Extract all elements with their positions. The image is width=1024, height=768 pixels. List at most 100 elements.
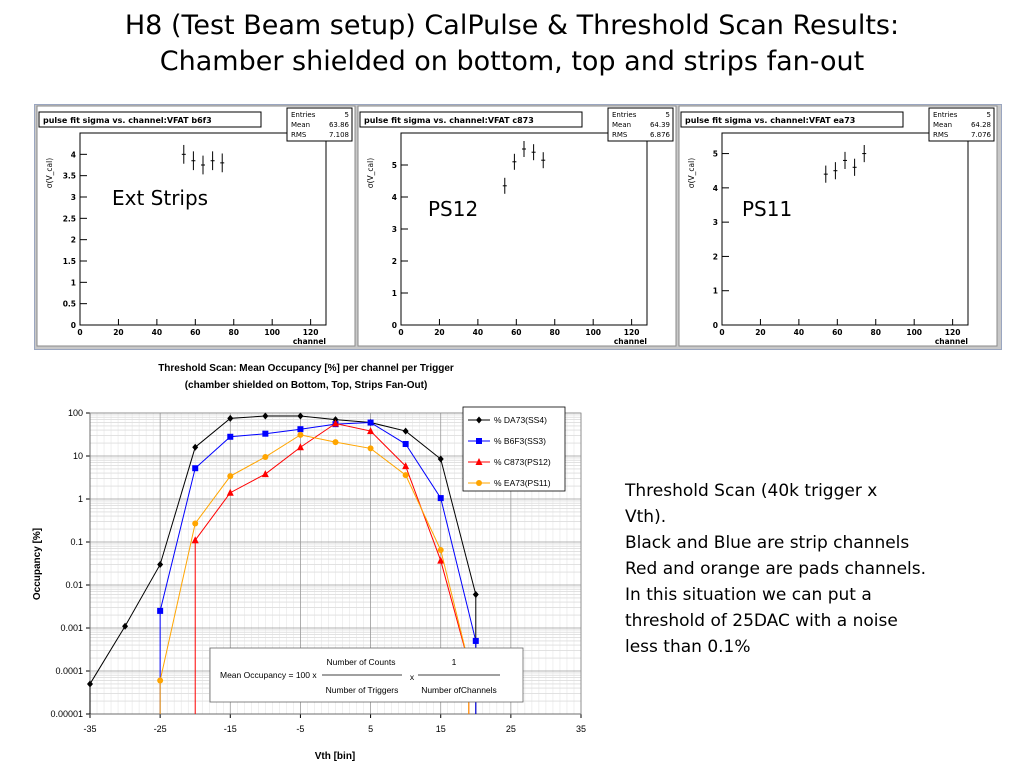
data-point bbox=[192, 443, 199, 451]
notes-line-4: Red and orange are pads channels. bbox=[625, 559, 927, 579]
x-tick-label: -35 bbox=[83, 724, 96, 734]
legend-entry: % EA73(PS11) bbox=[494, 478, 551, 488]
panel-title: pulse fit sigma vs. channel:VFAT ea73 bbox=[685, 116, 855, 125]
x-tick-label: 35 bbox=[576, 724, 586, 734]
panel-label: PS12 bbox=[428, 197, 479, 221]
formula-lhs: Mean Occupancy = 100 x bbox=[220, 670, 317, 680]
data-point bbox=[157, 607, 164, 614]
data-point bbox=[192, 465, 199, 472]
data-point bbox=[227, 473, 234, 480]
x-tick-label: 0 bbox=[398, 328, 403, 337]
stats-label: Mean bbox=[612, 121, 631, 129]
x-tick-label: 80 bbox=[871, 328, 881, 337]
occupancy-formula: Mean Occupancy = 100 x Number of Counts Nu… bbox=[209, 647, 524, 703]
data-point bbox=[226, 488, 234, 496]
stats-label: RMS bbox=[612, 131, 628, 139]
panel-label: PS11 bbox=[742, 197, 793, 221]
chart-subtitle: (chamber shielded on Bottom, Top, Strips… bbox=[185, 380, 428, 391]
data-point bbox=[297, 412, 304, 420]
series-line bbox=[89, 415, 477, 685]
data-point bbox=[157, 560, 164, 568]
x-tick-label: 5 bbox=[368, 724, 373, 734]
y-tick-label: 3 bbox=[392, 225, 397, 234]
panel-title-box bbox=[680, 111, 904, 128]
notes-text: Threshold Scan (40k trigger x Vth). Blac… bbox=[625, 478, 1005, 660]
chart-title: Threshold Scan: Mean Occupancy [%] per c… bbox=[158, 363, 454, 374]
stats-value: 64.39 bbox=[650, 121, 670, 129]
data-point bbox=[87, 680, 93, 688]
calpulse-panel-3: pulse fit sigma vs. channel:VFAT ea73 Ent… bbox=[678, 105, 998, 347]
formula-times: x bbox=[410, 672, 415, 682]
plot-frame bbox=[89, 412, 582, 715]
y-tick-label: 1 bbox=[392, 289, 397, 298]
data-point bbox=[367, 445, 374, 452]
y-tick-label: 2 bbox=[713, 252, 718, 261]
data-point bbox=[437, 547, 444, 554]
data-point bbox=[261, 470, 269, 478]
notes-line-2: Vth). bbox=[625, 507, 667, 527]
stats-value: 5 bbox=[345, 111, 349, 119]
data-point bbox=[437, 455, 444, 463]
data-point bbox=[227, 414, 234, 422]
x-tick-label: 20 bbox=[113, 328, 123, 337]
panel-title-box bbox=[38, 111, 262, 128]
stats-value: 5 bbox=[666, 111, 670, 119]
x-tick-label: 60 bbox=[832, 328, 842, 337]
y-tick-label: 0.001 bbox=[60, 623, 83, 633]
x-tick-label: 40 bbox=[473, 328, 483, 337]
data-point bbox=[122, 622, 129, 630]
y-axis-label: Occupancy [%] bbox=[32, 528, 43, 600]
y-tick-label: 2 bbox=[392, 257, 397, 266]
data-point bbox=[437, 556, 445, 564]
data-point bbox=[402, 472, 409, 479]
y-tick-label: 2.5 bbox=[63, 214, 76, 223]
slide-title: H8 (Test Beam setup) CalPulse & Threshol… bbox=[0, 8, 1024, 80]
stats-label: Entries bbox=[291, 111, 316, 119]
x-tick-label: 120 bbox=[945, 328, 961, 337]
legend-marker bbox=[476, 438, 482, 444]
stats-label: RMS bbox=[933, 131, 949, 139]
y-axis-label: σ(V_cal) bbox=[45, 158, 54, 188]
data-point bbox=[332, 439, 339, 446]
x-tick-label: 40 bbox=[794, 328, 804, 337]
calpulse-panel-2: pulse fit sigma vs. channel:VFAT c873 Ent… bbox=[357, 105, 677, 347]
notes-line-5: In this situation we can put a bbox=[625, 585, 872, 605]
x-tick-label: -5 bbox=[296, 724, 304, 734]
x-tick-label: 80 bbox=[229, 328, 239, 337]
formula-denominator: Number ofChannels bbox=[421, 685, 497, 695]
x-tick-label: -15 bbox=[224, 724, 237, 734]
stats-value: 5 bbox=[987, 111, 991, 119]
panel-frame bbox=[400, 132, 648, 326]
x-tick-label: 0 bbox=[77, 328, 82, 337]
x-tick-label: 0 bbox=[719, 328, 724, 337]
y-tick-label: 10 bbox=[73, 451, 83, 461]
data-point bbox=[262, 412, 269, 420]
y-tick-label: 4 bbox=[392, 193, 397, 202]
x-axis-label: channel bbox=[293, 337, 326, 346]
data-point bbox=[227, 433, 234, 440]
stats-value: 63.86 bbox=[329, 121, 350, 129]
y-tick-label: 4 bbox=[713, 184, 718, 193]
legend-entry: % B6F3(SS3) bbox=[494, 436, 546, 446]
panel-title: pulse fit sigma vs. channel:VFAT b6f3 bbox=[43, 116, 212, 125]
data-point bbox=[191, 536, 199, 544]
legend-marker bbox=[476, 416, 482, 424]
x-tick-label: 20 bbox=[755, 328, 765, 337]
x-tick-label: 120 bbox=[303, 328, 319, 337]
y-tick-label: 2 bbox=[71, 236, 76, 245]
x-tick-label: 120 bbox=[624, 328, 640, 337]
stats-label: RMS bbox=[291, 131, 307, 139]
legend-marker bbox=[476, 480, 482, 486]
data-point bbox=[402, 427, 409, 435]
data-point bbox=[297, 426, 304, 433]
x-tick-label: 25 bbox=[506, 724, 516, 734]
y-axis-label: σ(V_cal) bbox=[687, 158, 696, 188]
notes-line-7: less than 0.1% bbox=[625, 637, 751, 657]
x-tick-label: 100 bbox=[906, 328, 922, 337]
stats-label: Mean bbox=[291, 121, 310, 129]
stats-value: 7.076 bbox=[971, 131, 992, 139]
slide-title-line-2: Chamber shielded on bottom, top and stri… bbox=[159, 46, 865, 77]
x-axis-label: Vth [bin] bbox=[315, 751, 356, 762]
y-tick-label: 3 bbox=[71, 193, 76, 202]
x-tick-label: 20 bbox=[434, 328, 444, 337]
